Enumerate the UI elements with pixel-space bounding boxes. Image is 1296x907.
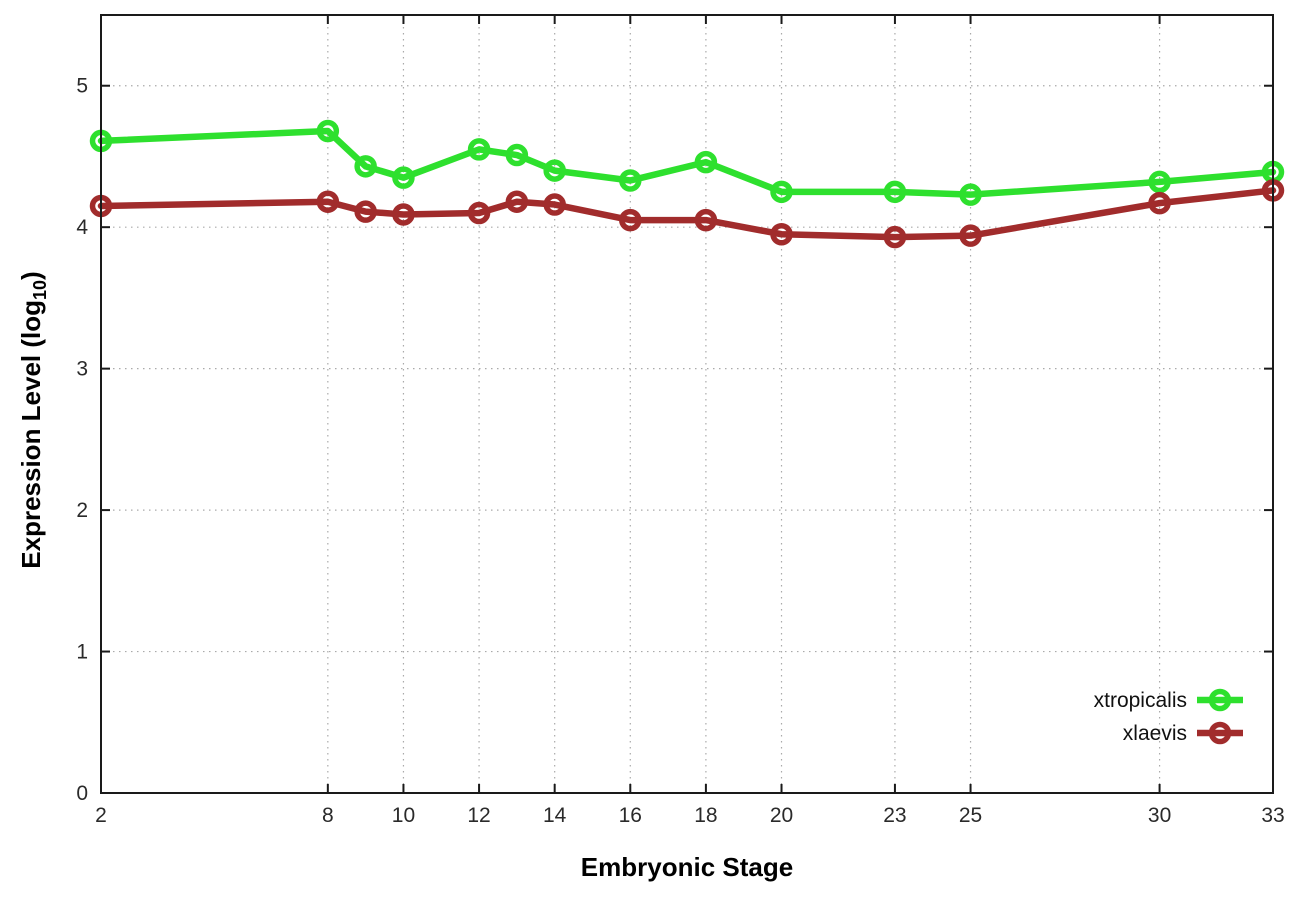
marker-xlaevis: [467, 201, 491, 225]
marker-xlaevis: [770, 223, 793, 246]
marker-xtropicalis: [316, 119, 340, 143]
y-tick-label: 1: [76, 641, 88, 664]
marker-xlaevis: [392, 203, 415, 226]
tick-marks: [100, 15, 1274, 794]
x-tick-label: 30: [1148, 804, 1171, 827]
y-tick-label: 0: [76, 782, 88, 805]
marker-xlaevis: [1148, 191, 1171, 215]
legend-marker-xlaevis: [1208, 721, 1232, 745]
marker-xlaevis: [316, 190, 340, 213]
x-tick-label: 10: [392, 804, 415, 827]
marker-xtropicalis: [543, 159, 566, 182]
legend: xtropicalis xlaevis: [1094, 688, 1243, 745]
legend-marker-xtropicalis: [1208, 688, 1232, 712]
marker-xlaevis: [505, 190, 529, 213]
marker-xlaevis: [883, 225, 907, 249]
y-axis-title: Expression Level (log10): [16, 271, 50, 568]
plot-border: [100, 14, 1274, 794]
y-tick-label: 2: [76, 499, 88, 522]
x-tick-label: 8: [322, 804, 334, 827]
x-tick-label: 20: [770, 804, 793, 827]
y-tick-label: 5: [76, 75, 88, 98]
legend-label-xlaevis: xlaevis: [1123, 722, 1187, 745]
marker-xtropicalis: [694, 150, 718, 174]
x-tick-label: 16: [619, 804, 642, 827]
x-tick-label: 25: [959, 804, 982, 827]
marker-xlaevis: [619, 208, 642, 232]
marker-xlaevis: [543, 193, 566, 216]
marker-xtropicalis: [883, 180, 907, 204]
x-tick-label: 18: [694, 804, 717, 827]
x-tick-label: 12: [467, 804, 490, 827]
marker-xlaevis: [959, 224, 982, 247]
legend-entry-xlaevis: xlaevis: [1123, 721, 1243, 745]
marker-xtropicalis: [959, 183, 982, 206]
marker-xlaevis: [354, 200, 377, 223]
y-tick-label: 3: [76, 358, 88, 381]
x-tick-label: 33: [1261, 804, 1284, 827]
x-tick-label: 23: [883, 804, 906, 827]
gridlines: [101, 15, 1273, 793]
series-line-xlaevis: [97, 187, 1277, 241]
marker-xtropicalis: [354, 155, 377, 178]
marker-xtropicalis: [1148, 170, 1171, 194]
series-line-xtropicalis: [97, 127, 1277, 198]
marker-xtropicalis: [770, 180, 793, 204]
marker-xtropicalis: [619, 169, 642, 192]
marker-xlaevis: [694, 208, 718, 232]
legend-label-xtropicalis: xtropicalis: [1094, 689, 1187, 712]
y-tick-label: 4: [76, 216, 88, 239]
x-tick-label: 2: [95, 804, 107, 827]
x-axis-title: Embryonic Stage: [581, 852, 793, 882]
legend-entry-xtropicalis: xtropicalis: [1094, 688, 1243, 712]
marker-xtropicalis: [392, 166, 415, 189]
x-tick-label: 14: [543, 804, 567, 827]
marker-xtropicalis: [467, 138, 491, 161]
marker-xtropicalis: [505, 143, 529, 167]
